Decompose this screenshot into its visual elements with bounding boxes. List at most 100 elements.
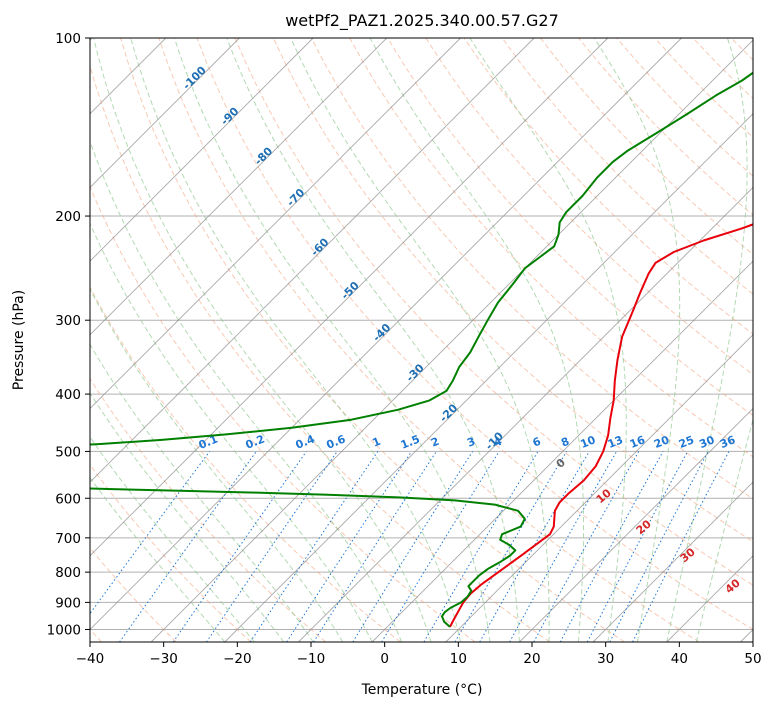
isotherm — [519, 407, 753, 642]
dry-adiabat — [272, 38, 753, 543]
x-tick-label: −30 — [149, 651, 178, 667]
y-tick-label: 100 — [55, 31, 81, 47]
mixing-ratio-line — [172, 451, 307, 642]
moist-adiabat — [90, 476, 226, 642]
mixing-ratio-label: 36 — [718, 433, 737, 451]
dry-adiabat — [769, 38, 775, 642]
dry-adiabat — [90, 547, 177, 642]
mixing-ratio-label: 6 — [531, 435, 543, 450]
dry-adiabat — [196, 38, 753, 631]
mixing-ratio-line — [249, 451, 379, 642]
x-axis-label: Temperature (°C) — [361, 682, 483, 698]
dry-adiabat — [158, 38, 700, 642]
mixing-ratio-label: 3 — [465, 435, 477, 450]
isotherm-label: -90 — [218, 105, 241, 128]
moist-adiabat — [90, 222, 373, 642]
moist-adiabat — [695, 417, 753, 642]
isotherm-label: -60 — [308, 235, 331, 258]
mixing-ratio-line — [381, 451, 500, 642]
mixing-ratio-label: 10 — [578, 433, 597, 451]
mixing-ratio-label: 13 — [606, 433, 625, 451]
mixing-ratio-line — [533, 451, 640, 642]
mixing-ratio-line — [313, 451, 437, 642]
dry-adiabat — [120, 38, 625, 642]
isotherm — [90, 38, 535, 483]
dry-adiabat — [310, 38, 753, 500]
moist-adiabat — [369, 38, 584, 642]
moist-adiabat — [593, 38, 681, 642]
y-tick-label: 800 — [55, 565, 81, 581]
x-tick-label: −10 — [297, 651, 326, 667]
moist-adiabat — [90, 287, 344, 642]
mixing-ratio-label: 20 — [652, 433, 671, 451]
moist-adiabat — [93, 38, 432, 642]
dry-adiabat — [654, 38, 753, 138]
mixing-ratio-line — [559, 451, 664, 642]
mixing-ratio-line — [632, 451, 730, 642]
isotherm — [371, 260, 753, 642]
moist-adiabat — [469, 38, 627, 642]
dry-adiabat — [349, 38, 753, 458]
y-tick-label: 400 — [55, 387, 81, 403]
dry-adiabat — [425, 38, 753, 376]
y-tick-label: 500 — [55, 444, 81, 460]
moist-adiabat — [290, 38, 550, 642]
dry-adiabat — [463, 38, 753, 335]
y-tick-label: 1000 — [47, 622, 81, 638]
dry-adiabat — [616, 38, 753, 177]
plot-frame — [89, 37, 754, 643]
mixing-ratio-line — [119, 451, 257, 642]
mixing-ratio-line — [205, 451, 338, 642]
mixing-ratio-line — [286, 451, 413, 642]
dry-adiabat — [90, 286, 401, 642]
mixing-ratio-line — [509, 451, 618, 642]
dry-adiabat — [234, 38, 753, 586]
isotherm — [445, 334, 753, 642]
dry-adiabat — [540, 38, 753, 256]
y-tick-label: 200 — [55, 209, 81, 225]
isotherm-label: -70 — [284, 186, 307, 209]
wet-bulb-label: 40 — [723, 576, 743, 596]
dewpoint-profile — [90, 71, 753, 628]
mixing-ratio-label: 0.4 — [294, 432, 317, 451]
isotherm-label: -20 — [437, 401, 460, 424]
y-tick-label: 300 — [55, 313, 81, 329]
contour-labels: 0.1 0.2 0.4 0.6 1 1.5 2 3 4 6 8 10 13 16 20 25 30 36-100-… — [180, 63, 743, 596]
background-lines — [90, 38, 775, 642]
dry-adiabat — [501, 38, 753, 295]
isotherm — [90, 38, 609, 557]
moist-adiabat — [90, 343, 314, 642]
isotherm — [150, 39, 753, 642]
isotherm — [90, 38, 388, 336]
mixing-ratio-line — [586, 451, 689, 642]
dry-adiabat — [90, 377, 327, 642]
isotherm-label: -80 — [252, 144, 275, 167]
sounding-profiles — [90, 71, 753, 628]
y-tick-label: 700 — [55, 531, 81, 547]
x-tick-label: 20 — [523, 651, 540, 667]
mixing-ratio-line — [90, 451, 211, 615]
mixing-ratio-label: 8 — [559, 435, 571, 450]
x-tick-label: 50 — [744, 651, 761, 667]
x-tick-label: 10 — [450, 651, 467, 667]
dry-adiabat — [90, 185, 476, 642]
y-tick-label: 600 — [55, 491, 81, 507]
moist-adiabat — [666, 38, 748, 642]
dry-adiabat — [90, 464, 252, 642]
temperature-profile — [449, 223, 753, 628]
isotherm-label: -50 — [339, 279, 362, 302]
axes: −40 −30 −20 −10 0 10 20 30 40 5010020030040050060… — [47, 31, 762, 667]
isotherm — [90, 38, 240, 189]
dry-adiabat — [387, 38, 753, 417]
x-tick-label: −40 — [76, 651, 105, 667]
isotherm-label: -10 — [483, 429, 506, 452]
isotherm — [90, 38, 461, 410]
isotherm — [298, 186, 753, 642]
dry-adiabat — [90, 64, 551, 642]
mixing-ratio-label: 1 — [371, 435, 383, 450]
moist-adiabat — [130, 38, 461, 642]
x-tick-label: 30 — [597, 651, 614, 667]
isotherm — [224, 113, 753, 642]
moist-adiabat — [90, 436, 255, 642]
